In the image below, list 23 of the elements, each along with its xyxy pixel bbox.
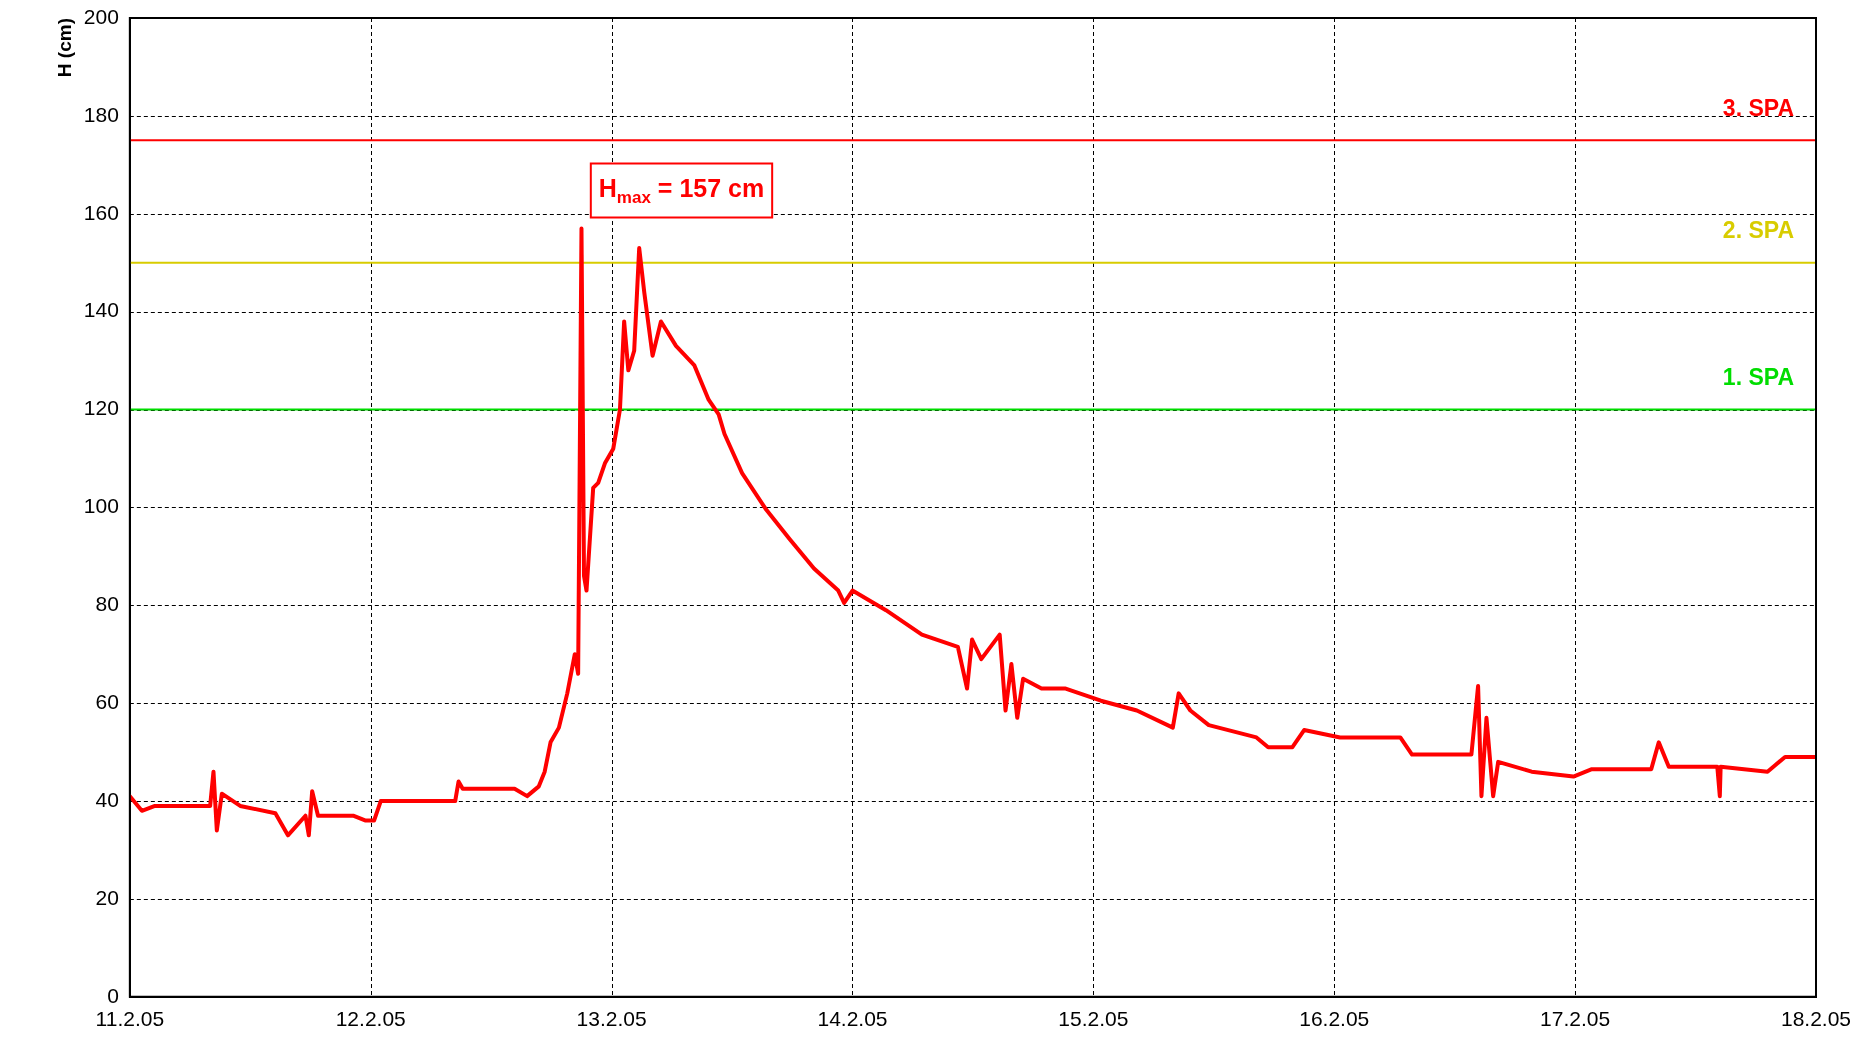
ref-line-label: 2. SPA <box>1722 217 1794 244</box>
y-tick-label: 0 <box>107 983 119 1007</box>
x-tick-label: 17.2.05 <box>1540 1007 1611 1031</box>
y-axis-title: H (cm) <box>53 18 75 78</box>
y-tick-label: 200 <box>83 4 119 28</box>
x-tick-label: 16.2.05 <box>1299 1007 1370 1031</box>
y-tick-label: 140 <box>83 298 119 322</box>
y-tick-label: 120 <box>83 396 119 420</box>
y-tick-label: 40 <box>95 787 119 811</box>
y-tick-label: 160 <box>83 200 119 224</box>
x-tick-label: 14.2.05 <box>817 1007 888 1031</box>
x-tick-label: 18.2.05 <box>1780 1007 1852 1031</box>
y-tick-label: 20 <box>95 885 119 909</box>
y-tick-label: 80 <box>95 592 119 616</box>
y-tick-label: 60 <box>95 689 119 713</box>
y-tick-label: 180 <box>83 102 119 126</box>
y-tick-label: 100 <box>83 494 119 518</box>
x-tick-label: 11.2.05 <box>95 1007 165 1031</box>
ref-line-label: 1. SPA <box>1722 363 1794 390</box>
ref-line-label: 3. SPA <box>1722 94 1794 121</box>
x-tick-label: 15.2.05 <box>1058 1007 1129 1031</box>
x-tick-label: 12.2.05 <box>335 1007 406 1031</box>
x-tick-label: 13.2.05 <box>576 1007 647 1031</box>
